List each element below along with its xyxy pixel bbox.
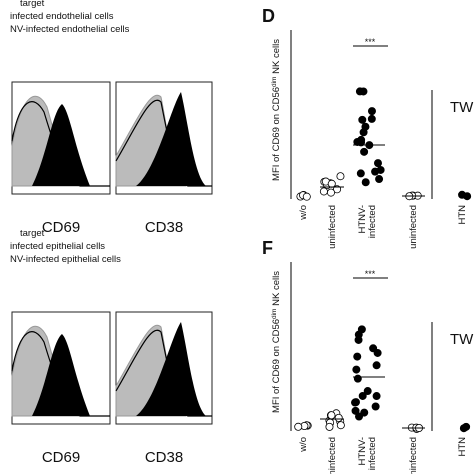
legend-text: target [20, 0, 45, 9]
category-label: HTN [457, 205, 468, 225]
histogram-filled [32, 334, 90, 416]
legend-text: infected epithelial cells [10, 241, 105, 252]
y-axis-label-part: dim [271, 77, 278, 87]
group-label: TW [450, 331, 474, 348]
histogram-filled [136, 92, 206, 186]
histogram-frame [115, 81, 213, 195]
dot [459, 424, 468, 433]
dot [327, 411, 336, 420]
category-label: w/o [298, 205, 309, 221]
category-label: HTNV- [357, 205, 368, 234]
legend-text: NV-infected epithelial cells [10, 254, 121, 265]
dot [358, 391, 367, 400]
category-label: infected [367, 205, 378, 238]
dot [353, 374, 362, 383]
y-axis-label-part: dim [271, 309, 278, 319]
dot [358, 115, 367, 124]
dot [352, 365, 361, 374]
y-axis-label: MFI of CD69 on CD56dim NK cells [271, 271, 283, 413]
significance: *** [365, 269, 376, 279]
dot [372, 361, 381, 370]
dot [319, 187, 328, 196]
histogram-line [115, 99, 212, 187]
dot [326, 188, 335, 197]
legend-text: NV-infected endothelial cells [10, 24, 130, 35]
category-label: uninfected [327, 205, 338, 249]
dot [373, 348, 382, 357]
marker-label: CD69 [42, 449, 80, 466]
category-label: HTNV- [357, 437, 368, 466]
dot [367, 107, 376, 116]
dot [375, 175, 384, 184]
category-label: infected [367, 437, 378, 470]
histogram-line [115, 329, 212, 417]
dot [359, 87, 368, 96]
dot [361, 122, 370, 131]
dot [360, 408, 369, 417]
category-label: w/o [298, 437, 309, 453]
category-label: HTN [457, 437, 468, 457]
marker-label: CD38 [145, 449, 183, 466]
dot [361, 178, 370, 187]
y-axis-label-part: NK cells [271, 271, 282, 309]
dot [356, 169, 365, 178]
dot [302, 192, 311, 201]
dot [351, 398, 360, 407]
y-axis-label-part: NK cells [271, 39, 282, 77]
dot [371, 402, 380, 411]
dot [363, 387, 372, 396]
dot [373, 159, 382, 168]
histogram-line [11, 331, 110, 417]
dot [334, 413, 343, 422]
panel-letter: D [262, 6, 275, 26]
histogram-filled [32, 104, 90, 186]
dot [355, 412, 364, 421]
dot [333, 185, 342, 194]
histogram-frame [115, 311, 213, 425]
histogram-line [11, 101, 110, 187]
category-label: uninfected [327, 437, 338, 474]
dot [336, 172, 345, 181]
group-label: TW [450, 99, 474, 116]
category-label: uninfected [408, 205, 419, 249]
histogram-filled [136, 322, 206, 416]
legend-text: target [20, 228, 45, 239]
dot [367, 114, 376, 123]
dot [325, 422, 334, 431]
dot [327, 179, 336, 188]
marker-label: CD38 [145, 219, 183, 236]
dot [372, 392, 381, 401]
dot [353, 352, 362, 361]
dot [360, 147, 369, 156]
dot [463, 192, 472, 201]
dot [351, 406, 360, 415]
dot [353, 137, 362, 146]
legend-text: infected endothelial cells [10, 11, 114, 22]
significance: *** [365, 37, 376, 47]
category-label: uninfected [408, 437, 419, 474]
dot [336, 421, 345, 430]
dot [371, 167, 380, 176]
panel-letter: F [262, 238, 273, 258]
y-axis-label-part: MFI of CD69 on CD56 [271, 87, 282, 181]
dot [294, 422, 303, 431]
dot [354, 335, 363, 344]
marker-label: CD69 [42, 219, 80, 236]
y-axis-label-part: MFI of CD69 on CD56 [271, 319, 282, 413]
y-axis-label: MFI of CD69 on CD56dim NK cells [271, 39, 283, 181]
